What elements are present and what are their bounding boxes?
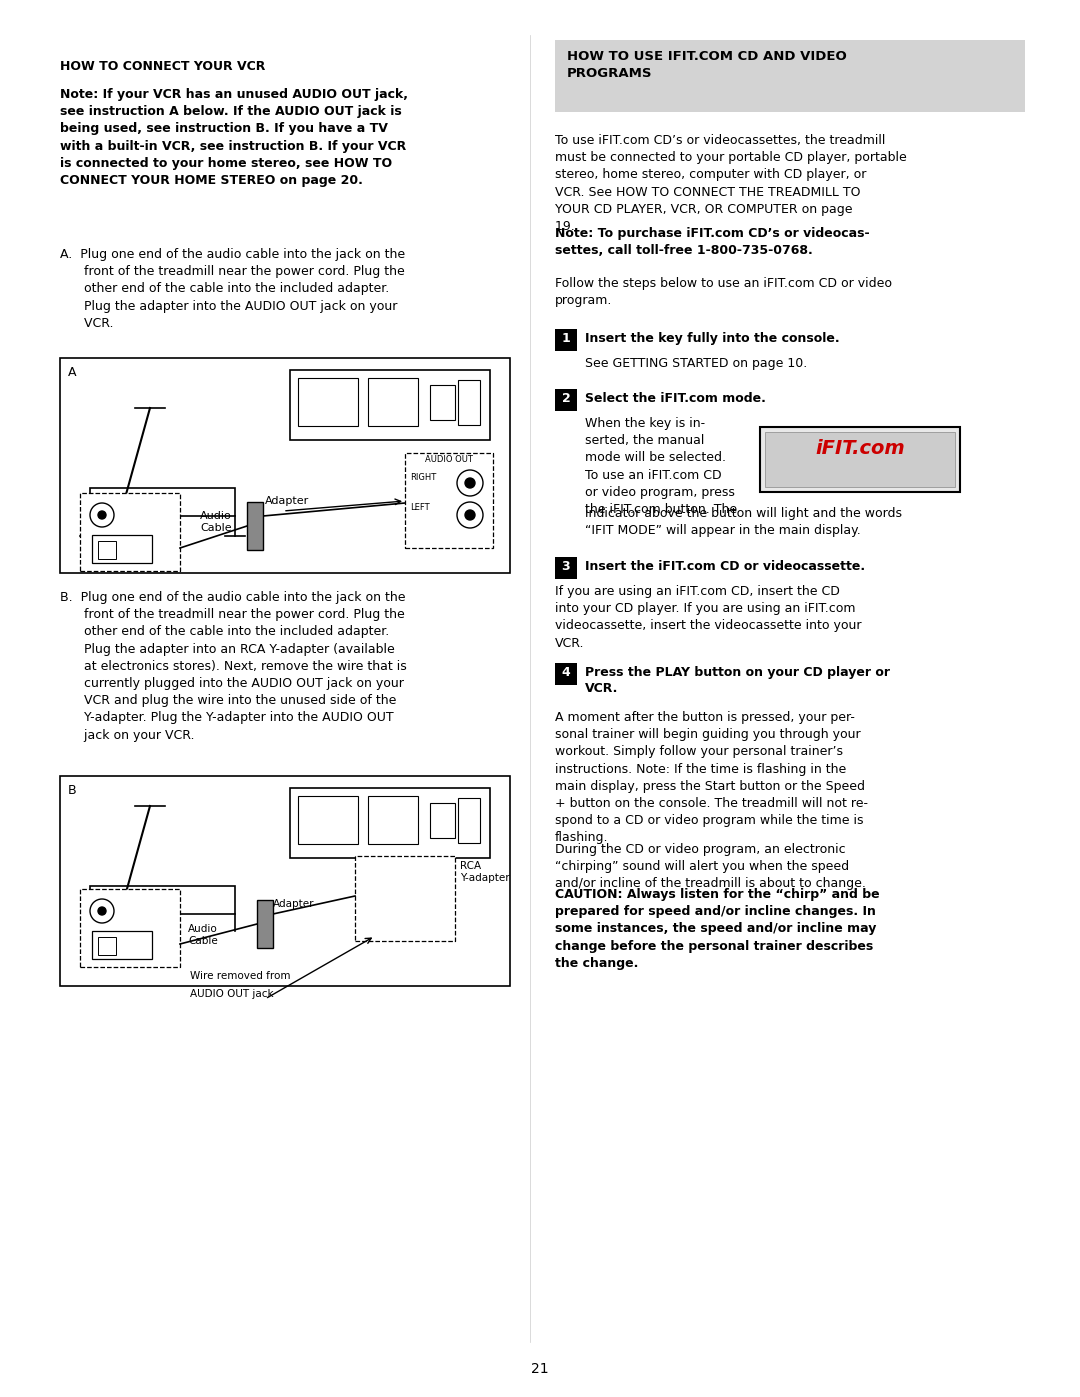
Text: 4: 4 [562,666,570,679]
Circle shape [457,469,483,496]
Text: HOW TO CONNECT YOUR VCR: HOW TO CONNECT YOUR VCR [60,60,266,73]
Text: Wire removed from: Wire removed from [190,971,291,981]
Text: indicator above the button will light and the words
“IFIT MODE” will appear in t: indicator above the button will light an… [585,507,902,538]
Bar [555,388,577,411]
Text: LEFT: LEFT [410,503,430,511]
Circle shape [90,503,114,527]
Bar [458,798,480,842]
Text: Audio
Cable: Audio Cable [188,923,218,946]
Text: To use iFIT.com CD’s or videocassettes, the treadmill
must be connected to your : To use iFIT.com CD’s or videocassettes, … [555,134,907,233]
Text: AUDIO OUT: AUDIO OUT [426,455,473,464]
Bar [555,557,577,578]
Text: Follow the steps below to use an iFIT.com CD or video
program.: Follow the steps below to use an iFIT.co… [555,277,892,307]
Circle shape [457,502,483,528]
Text: During the CD or video program, an electronic
“chirping” sound will alert you wh: During the CD or video program, an elect… [555,842,866,908]
Bar [60,358,510,573]
Text: CAUTION: Always listen for the “chirp” and be
prepared for speed and/or incline : CAUTION: Always listen for the “chirp” a… [555,888,879,970]
Bar [92,535,152,563]
Bar [368,379,418,426]
Bar [257,900,273,949]
Bar [555,664,577,685]
Text: Audio
Cable: Audio Cable [200,511,232,532]
Text: 1: 1 [562,332,570,345]
Bar [247,502,264,550]
Bar [92,930,152,958]
Bar [80,493,180,571]
Text: RCA
Y-adapter: RCA Y-adapter [460,861,510,883]
Text: Select the iFIT.com mode.: Select the iFIT.com mode. [585,393,766,405]
Text: HOW TO USE IFIT.COM CD AND VIDEO
PROGRAMS: HOW TO USE IFIT.COM CD AND VIDEO PROGRAM… [567,50,847,80]
Bar [90,488,235,515]
Text: RIGHT: RIGHT [410,474,436,482]
Text: A moment after the button is pressed, your per-
sonal trainer will begin guiding: A moment after the button is pressed, yo… [555,711,868,844]
Text: See GETTING STARTED on page 10.: See GETTING STARTED on page 10. [585,358,807,370]
Bar [98,541,116,559]
Bar [430,803,455,838]
Bar [291,370,490,440]
Text: A: A [68,366,77,379]
Bar [298,796,357,844]
Text: B: B [68,784,77,798]
Text: AUDIO OUT jack: AUDIO OUT jack [190,989,273,999]
Text: 2: 2 [562,393,570,405]
Bar [298,379,357,426]
Bar [555,330,577,351]
Bar [458,380,480,425]
Bar [405,453,492,548]
Text: Note: If your VCR has an unused AUDIO OUT jack,
see instruction A below. If the : Note: If your VCR has an unused AUDIO OU… [60,88,408,187]
Text: Press the PLAY button on your CD player or
VCR.: Press the PLAY button on your CD player … [585,666,890,696]
Text: Insert the iFIT.com CD or videocassette.: Insert the iFIT.com CD or videocassette. [585,560,865,573]
Circle shape [98,511,106,520]
Text: B.  Plug one end of the audio cable into the jack on the
      front of the trea: B. Plug one end of the audio cable into … [60,591,407,742]
Text: If you are using an iFIT.com CD, insert the CD
into your CD player. If you are u: If you are using an iFIT.com CD, insert … [555,585,862,650]
Bar [80,888,180,967]
Bar [355,856,455,942]
Text: A.  Plug one end of the audio cable into the jack on the
      front of the trea: A. Plug one end of the audio cable into … [60,249,405,330]
Text: Insert the key fully into the console.: Insert the key fully into the console. [585,332,839,345]
Circle shape [98,907,106,915]
Text: Note: To purchase iFIT.com CD’s or videocas-
settes, call toll-free 1-800-735-07: Note: To purchase iFIT.com CD’s or video… [555,226,869,257]
Circle shape [465,478,475,488]
Text: Adapter: Adapter [265,496,309,506]
Bar [90,886,235,914]
Text: When the key is in-
serted, the manual
mode will be selected.
To use an iFIT.com: When the key is in- serted, the manual m… [585,416,738,515]
Bar [430,386,455,420]
Bar [98,937,116,956]
Text: 21: 21 [531,1362,549,1376]
Bar [765,432,955,488]
Text: iFIT.com: iFIT.com [815,439,905,458]
Text: Adapter: Adapter [273,900,314,909]
Bar [60,775,510,986]
Bar [368,796,418,844]
Circle shape [465,510,475,520]
Bar [760,427,960,492]
Bar [291,788,490,858]
Circle shape [90,900,114,923]
Text: 3: 3 [562,560,570,573]
Bar [555,41,1025,112]
